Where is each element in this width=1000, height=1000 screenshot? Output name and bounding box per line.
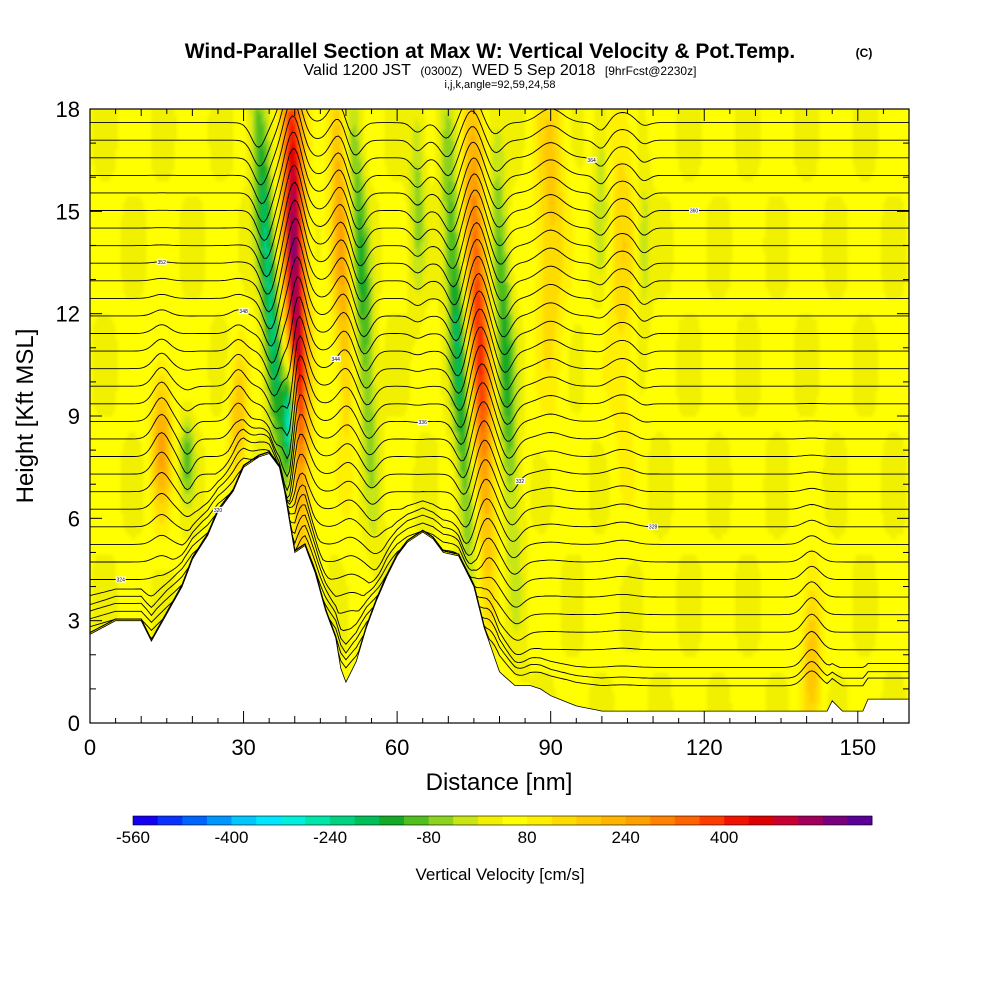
chart-title: Wind-Parallel Section at Max W: Vertical…: [185, 40, 796, 63]
forecast-tag: [9hrFcst@2230z]: [605, 64, 697, 78]
valid-line: Valid 1200 JST (0300Z) WED 5 Sep 2018 [9…: [304, 62, 697, 79]
copyright-mark: (C): [856, 46, 873, 60]
valid-time: Valid 1200 JST: [304, 62, 412, 79]
chart: Wind-Parallel Section at Max W: Vertical…: [0, 0, 1000, 1000]
valid-zulu: (0300Z): [420, 64, 462, 78]
section-indices: i,j,k,angle=92,59,24,58: [444, 79, 555, 91]
valid-date: WED 5 Sep 2018: [472, 62, 596, 79]
